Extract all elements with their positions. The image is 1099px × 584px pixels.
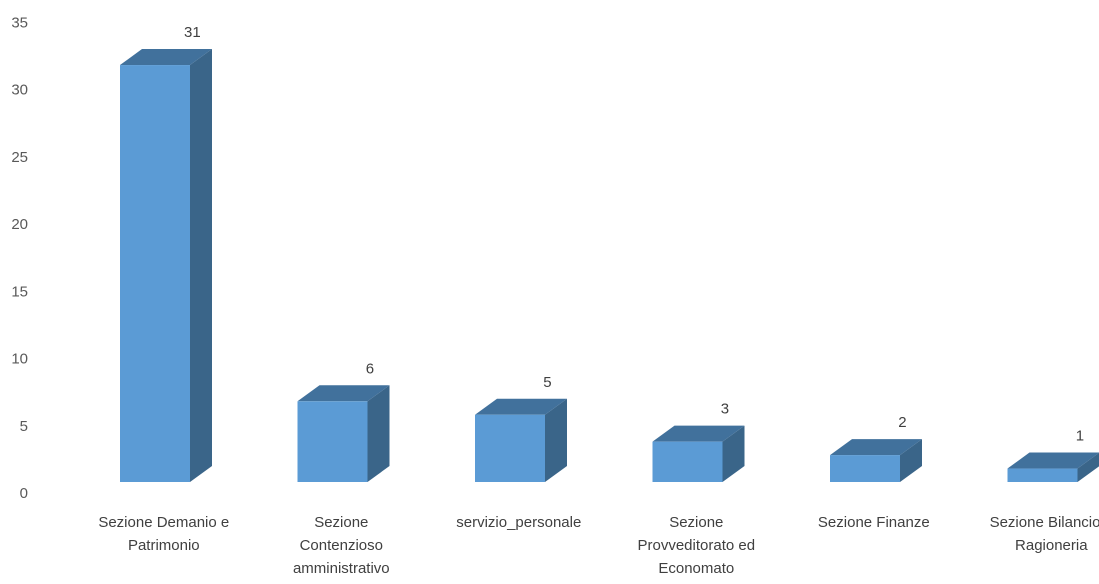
y-tick-label: 35 bbox=[11, 14, 28, 31]
category-label-line: Sezione Finanze bbox=[818, 514, 930, 531]
y-tick-label: 5 bbox=[20, 418, 28, 435]
category-label-line: Contenzioso bbox=[300, 537, 383, 554]
category-label-line: Provveditorato ed bbox=[638, 537, 756, 554]
y-tick-label: 20 bbox=[11, 216, 28, 233]
bar-2 bbox=[298, 385, 390, 482]
category-label: servizio_personale bbox=[456, 514, 581, 531]
bar-front-face bbox=[120, 65, 190, 482]
bar-side-face bbox=[368, 385, 390, 482]
category-label-line: Ragioneria bbox=[1015, 537, 1088, 554]
category-label-line: Sezione Bilancio e bbox=[990, 514, 1099, 531]
category-label-line: amministrativo bbox=[293, 560, 390, 577]
y-tick-label: 10 bbox=[11, 351, 28, 368]
data-label: 3 bbox=[721, 401, 729, 418]
category-label: Sezione Contenzioso amministrativo bbox=[293, 514, 390, 577]
bar-front-face bbox=[653, 442, 723, 482]
category-label: Sezione Provveditorato ed Economato bbox=[638, 514, 756, 577]
y-tick-label: 15 bbox=[11, 283, 28, 300]
y-tick-label: 25 bbox=[11, 149, 28, 166]
category-label-line: servizio_personale bbox=[456, 514, 581, 531]
bar-5 bbox=[830, 439, 922, 482]
bar-1 bbox=[120, 49, 212, 482]
category-label: Sezione Demanio e Patrimonio bbox=[98, 514, 229, 554]
category-label-line: Sezione bbox=[669, 514, 723, 531]
bar-front-face bbox=[830, 455, 900, 482]
category-label: Sezione Bilancio e Ragioneria bbox=[990, 514, 1099, 554]
bar-3 bbox=[475, 399, 567, 482]
y-tick-label: 0 bbox=[20, 485, 28, 502]
data-label: 2 bbox=[898, 414, 906, 431]
bar-front-face bbox=[475, 415, 545, 482]
category-label-line: Economato bbox=[658, 560, 734, 577]
bar-front-face bbox=[1008, 469, 1078, 482]
data-label: 5 bbox=[543, 374, 551, 391]
y-tick-label: 30 bbox=[11, 82, 28, 99]
bar-side-face bbox=[190, 49, 212, 482]
bar-6 bbox=[1008, 453, 1099, 482]
category-label-line: Patrimonio bbox=[128, 537, 200, 554]
category-label: Sezione Finanze bbox=[818, 514, 930, 531]
bar-front-face bbox=[298, 401, 368, 482]
bar-4 bbox=[653, 426, 745, 482]
category-label-line: Sezione Demanio e bbox=[98, 514, 229, 531]
data-label: 1 bbox=[1076, 428, 1084, 445]
category-label-line: Sezione bbox=[314, 514, 368, 531]
data-label: 6 bbox=[366, 360, 374, 377]
data-label: 31 bbox=[184, 24, 201, 41]
